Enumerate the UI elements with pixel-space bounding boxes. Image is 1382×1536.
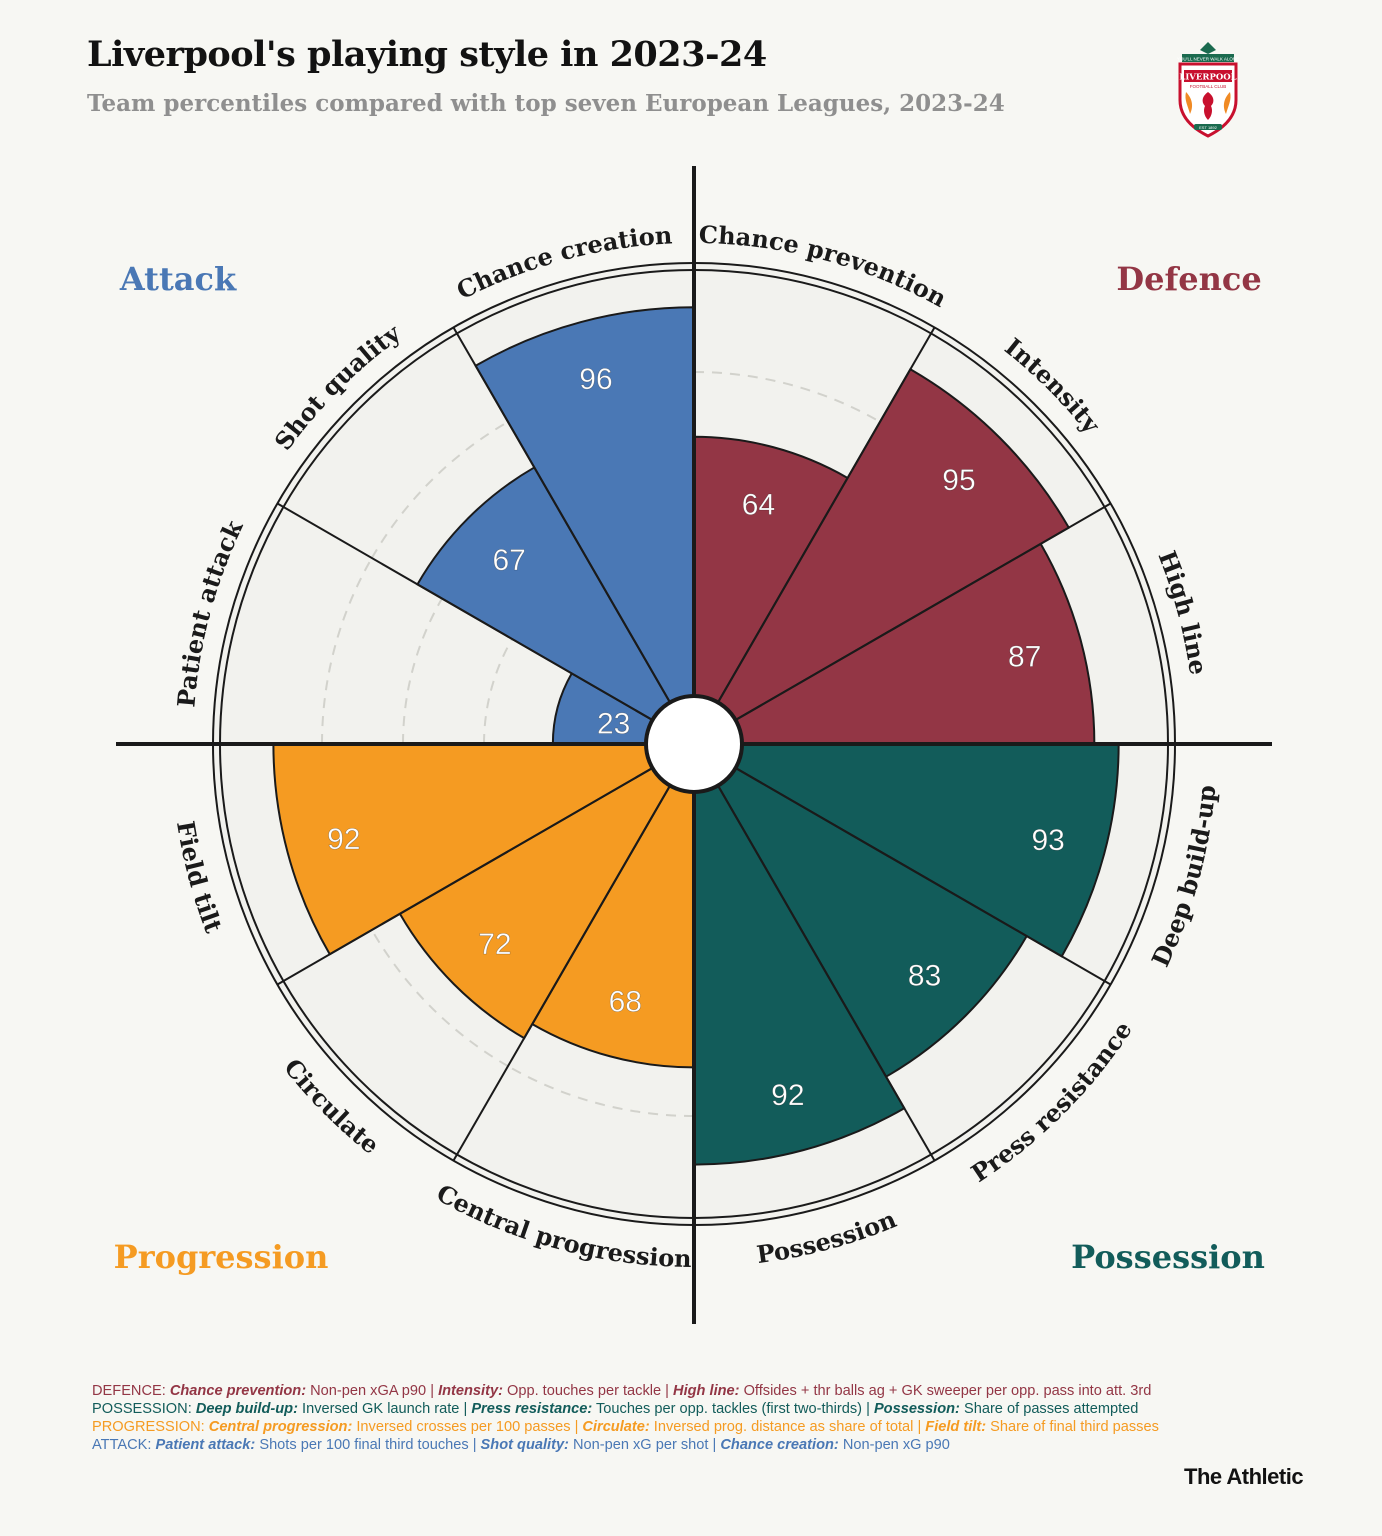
spoke bbox=[735, 767, 1112, 986]
note-line: POSSESSION: Deep build-up: Inversed GK l… bbox=[92, 1400, 1159, 1418]
spoke bbox=[276, 767, 653, 986]
note-metric-name: Deep build-up: bbox=[195, 1401, 298, 1417]
crest-name: LIVERPOOL bbox=[1179, 73, 1236, 83]
category-label-progression: Progression bbox=[114, 1238, 329, 1276]
note-metric-definition: Inversed prog. distance as share of tota… bbox=[649, 1419, 926, 1435]
gridline bbox=[321, 557, 373, 745]
note-metric-definition: Touches per opp. tackles (first two-thir… bbox=[592, 1401, 874, 1417]
value-label: 83 bbox=[908, 960, 941, 993]
note-metric-name: Shot quality: bbox=[480, 1437, 569, 1453]
note-metric-definition: Non-pen xG per shot | bbox=[568, 1437, 721, 1453]
spoke bbox=[717, 785, 936, 1162]
value-label: 92 bbox=[327, 823, 360, 856]
note-metric-name: Press resistance: bbox=[471, 1401, 593, 1417]
spoke bbox=[717, 326, 936, 703]
center-hub bbox=[644, 694, 744, 794]
gridline bbox=[370, 929, 509, 1068]
spoke bbox=[452, 785, 671, 1162]
category-label-attack: Attack bbox=[119, 260, 237, 298]
gridline bbox=[370, 420, 509, 559]
note-metric-name: High line: bbox=[673, 1383, 740, 1399]
value-label: 95 bbox=[942, 464, 975, 497]
note-metric-name: Central progression: bbox=[208, 1419, 353, 1435]
note-line: PROGRESSION: Central progression: Invers… bbox=[92, 1418, 1159, 1436]
chart-subtitle: Team percentiles compared with top seven… bbox=[87, 90, 1005, 117]
value-label: 64 bbox=[742, 488, 775, 521]
gridline bbox=[693, 371, 881, 423]
gridline bbox=[402, 598, 443, 745]
crest-est: EST 1892 bbox=[1199, 125, 1217, 130]
note-prefix: POSSESSION: bbox=[92, 1401, 196, 1417]
note-prefix: PROGRESSION: bbox=[92, 1419, 209, 1435]
metric-label-text: Field tilt bbox=[171, 819, 228, 937]
metric-label: Field tilt bbox=[171, 819, 228, 937]
value-label: 67 bbox=[493, 544, 526, 577]
gridline bbox=[483, 638, 514, 745]
methodology-notes: DEFENCE: Chance prevention: Non-pen xGA … bbox=[92, 1382, 1159, 1454]
note-metric-definition: Offsides + thr balls ag + GK sweeper per… bbox=[739, 1383, 1152, 1399]
note-metric-definition: Inversed crosses per 100 passes | bbox=[352, 1419, 583, 1435]
note-prefix: DEFENCE: bbox=[92, 1383, 170, 1399]
chart-axis-layer bbox=[116, 166, 1272, 1324]
note-metric-definition: Non-pen xGA p90 | bbox=[306, 1383, 439, 1399]
note-metric-definition: Share of passes attempted bbox=[959, 1401, 1139, 1417]
category-label-possession: Possession bbox=[1071, 1238, 1265, 1276]
note-line: ATTACK: Patient attack: Shots per 100 fi… bbox=[92, 1436, 1159, 1454]
note-metric-name: Chance creation: bbox=[720, 1437, 839, 1453]
note-metric-definition: Opp. touches per tackle | bbox=[502, 1383, 674, 1399]
note-metric-name: Chance prevention: bbox=[169, 1383, 307, 1399]
value-label: 87 bbox=[1008, 640, 1041, 673]
crest-sub: FOOTBALL CLUB bbox=[1190, 84, 1227, 89]
spoke bbox=[452, 326, 671, 703]
gridline bbox=[507, 1065, 695, 1117]
chart-bars-layer bbox=[272, 306, 1120, 1166]
chart-values-layer: 64 95 87 93 83 92 68 72 92 23 67 96 bbox=[327, 363, 1065, 1113]
value-label: 23 bbox=[597, 707, 630, 740]
note-metric-name: Patient attack: bbox=[155, 1437, 256, 1453]
note-metric-definition: Inversed GK launch rate | bbox=[297, 1401, 472, 1417]
value-label: 93 bbox=[1031, 824, 1064, 857]
note-metric-name: Circulate: bbox=[582, 1419, 650, 1435]
spoke bbox=[276, 502, 653, 721]
crest-motto: YOU'LL NEVER WALK ALONE bbox=[1177, 57, 1239, 62]
value-label: 92 bbox=[771, 1079, 804, 1112]
publisher-brand: The Athletic bbox=[1184, 1464, 1304, 1489]
liverpool-crest-logo: YOU'LL NEVER WALK ALONE LIVERPOOL FOOTBA… bbox=[1177, 42, 1239, 138]
note-prefix: ATTACK: bbox=[92, 1437, 156, 1453]
spoke bbox=[735, 502, 1112, 721]
chart-title: Liverpool's playing style in 2023-24 bbox=[87, 34, 767, 75]
note-metric-definition: Shots per 100 final third touches | bbox=[255, 1437, 481, 1453]
value-label: 72 bbox=[478, 928, 511, 961]
value-label: 68 bbox=[609, 985, 642, 1018]
note-line: DEFENCE: Chance prevention: Non-pen xGA … bbox=[92, 1382, 1159, 1400]
note-metric-definition: Non-pen xG p90 bbox=[838, 1437, 950, 1453]
note-metric-name: Field tilt: bbox=[925, 1419, 987, 1435]
category-label-defence: Defence bbox=[1116, 260, 1261, 298]
value-label: 96 bbox=[579, 363, 612, 396]
note-metric-name: Possession: bbox=[873, 1401, 960, 1417]
note-metric-name: Intensity: bbox=[438, 1383, 503, 1399]
note-metric-definition: Share of final third passes bbox=[986, 1419, 1159, 1435]
